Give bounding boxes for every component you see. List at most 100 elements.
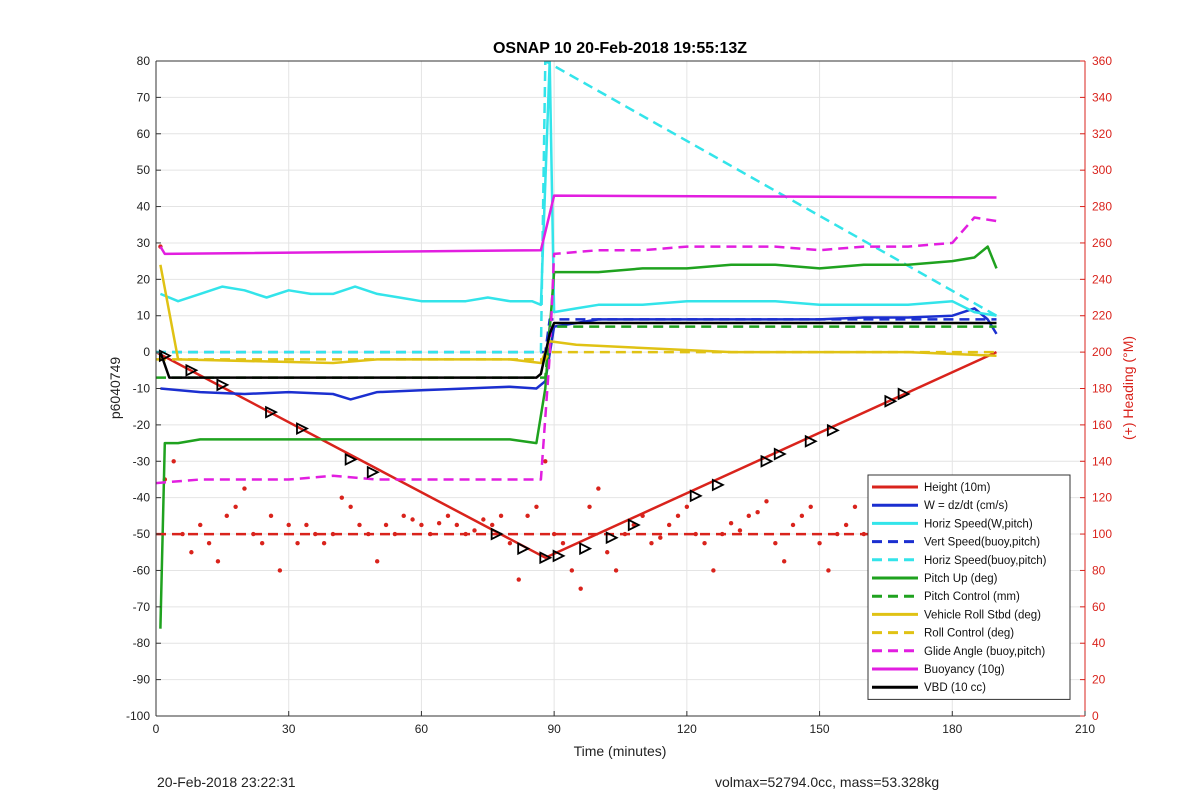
y-tick-label: 50 (137, 163, 151, 177)
heading-point (410, 517, 415, 522)
heading-point (737, 528, 743, 533)
heading-point (702, 540, 707, 546)
depth-marker (344, 453, 358, 466)
heading-point (560, 540, 566, 546)
legend-entry: Height (10m) (924, 482, 991, 494)
depth-marker (689, 489, 703, 503)
y2-tick-label: 120 (1092, 491, 1112, 505)
depth-marker (579, 542, 593, 556)
depth-marker (605, 531, 619, 545)
heading-point (843, 522, 849, 528)
chart-title: OSNAP 10 20-Feb-2018 19:55:13Z (493, 40, 747, 57)
y-tick-label: -80 (133, 636, 151, 650)
y2-tick-label: 300 (1092, 163, 1112, 177)
legend-entry: Vehicle Roll Stbd (deg) (924, 609, 1041, 621)
heading-point (295, 540, 300, 546)
depth-marker (265, 405, 279, 419)
legend-entry: Horiz Speed(buoy,pitch) (924, 555, 1047, 567)
heading-point (852, 504, 858, 509)
y2-tick-label: 60 (1092, 600, 1106, 614)
y-tick-label: -40 (133, 491, 151, 505)
heading-point (684, 504, 690, 509)
y2-tick-label: 320 (1092, 127, 1112, 141)
heading-point (543, 459, 548, 464)
y2-tick-label: 140 (1092, 454, 1112, 468)
footer-timestamp: 20-Feb-2018 23:22:31 (157, 774, 296, 790)
x-tick-label: 60 (415, 722, 429, 736)
heading-point (392, 531, 398, 537)
heading-point (498, 513, 504, 519)
heading-point (613, 568, 619, 573)
y2-tick-label: 260 (1092, 236, 1112, 250)
y2-tick-label: 280 (1092, 200, 1112, 214)
depth-marker (627, 518, 641, 532)
x-tick-label: 30 (282, 722, 296, 736)
heading-point (781, 559, 787, 564)
heading-point (401, 513, 406, 519)
heading-point (472, 528, 477, 533)
series-line-8 (156, 350, 997, 361)
y2-tick-label: 360 (1092, 54, 1112, 68)
series-line-3 (156, 318, 997, 354)
heading-point (374, 559, 380, 564)
depth-marker (804, 434, 818, 448)
heading-point (728, 520, 734, 526)
y-tick-label: -90 (133, 673, 151, 687)
x-tick-label: 180 (942, 722, 962, 736)
heading-point (666, 522, 672, 528)
heading-point (436, 520, 442, 526)
depth-marker (773, 447, 787, 461)
heading-point (445, 513, 451, 519)
y-tick-label: 40 (137, 200, 151, 214)
depth-marker (884, 394, 898, 408)
series-line-11 (159, 321, 997, 379)
legend-entry: Roll Control (deg) (924, 628, 1014, 640)
depth-marker (517, 542, 531, 556)
heading-point (516, 577, 521, 582)
heading-point (658, 535, 663, 540)
x-tick-label: 90 (547, 722, 561, 736)
heading-point (304, 522, 309, 528)
heading-point (454, 522, 460, 528)
depth-marker (158, 349, 172, 363)
heading-point (675, 513, 681, 519)
legend-entry: W = dz/dt (cm/s) (924, 500, 1008, 512)
heading-point (277, 568, 283, 573)
depth-marker (897, 387, 911, 401)
y2-tick-label: 40 (1092, 636, 1106, 650)
y-tick-label: -30 (133, 454, 151, 468)
heading-point (569, 568, 575, 573)
heading-point (321, 540, 327, 546)
y-tick-label: 70 (137, 90, 151, 104)
heading-point (693, 531, 698, 537)
y-tick-label: -10 (133, 382, 151, 396)
depth-marker (366, 465, 380, 479)
footer-mass-info: volmax=52794.0cc, mass=53.328kg (715, 774, 940, 790)
heading-point (242, 486, 247, 491)
y-tick-label: 80 (137, 54, 151, 68)
heading-point (215, 559, 221, 564)
y2-tick-label: 200 (1092, 345, 1112, 359)
heading-point (171, 459, 176, 464)
heading-point (605, 550, 610, 555)
heading-point (799, 513, 805, 519)
y2-axis-label: (+) Heading (°M) (1120, 336, 1136, 440)
heading-point (419, 522, 424, 528)
depth-marker (711, 478, 725, 492)
heading-point (551, 531, 557, 537)
heading-point (578, 586, 583, 591)
heading-point (268, 513, 274, 519)
y2-tick-label: 100 (1092, 527, 1112, 541)
legend-entry: Pitch Control (mm) (924, 591, 1020, 603)
y-tick-label: 10 (137, 309, 151, 323)
series-line-2 (159, 61, 997, 317)
y2-tick-label: 340 (1092, 90, 1112, 104)
legend-entry: Vert Speed(buoy,pitch) (924, 537, 1040, 549)
legend-entry: VBD (10 cc) (924, 682, 986, 694)
series-line-4 (156, 61, 998, 354)
legend-entry: Glide Angle (buoy,pitch) (924, 646, 1045, 658)
legend-entry: Horiz Speed(W,pitch) (924, 518, 1033, 530)
heading-point (711, 568, 716, 573)
depth-marker (296, 422, 309, 435)
heading-point (206, 540, 212, 546)
